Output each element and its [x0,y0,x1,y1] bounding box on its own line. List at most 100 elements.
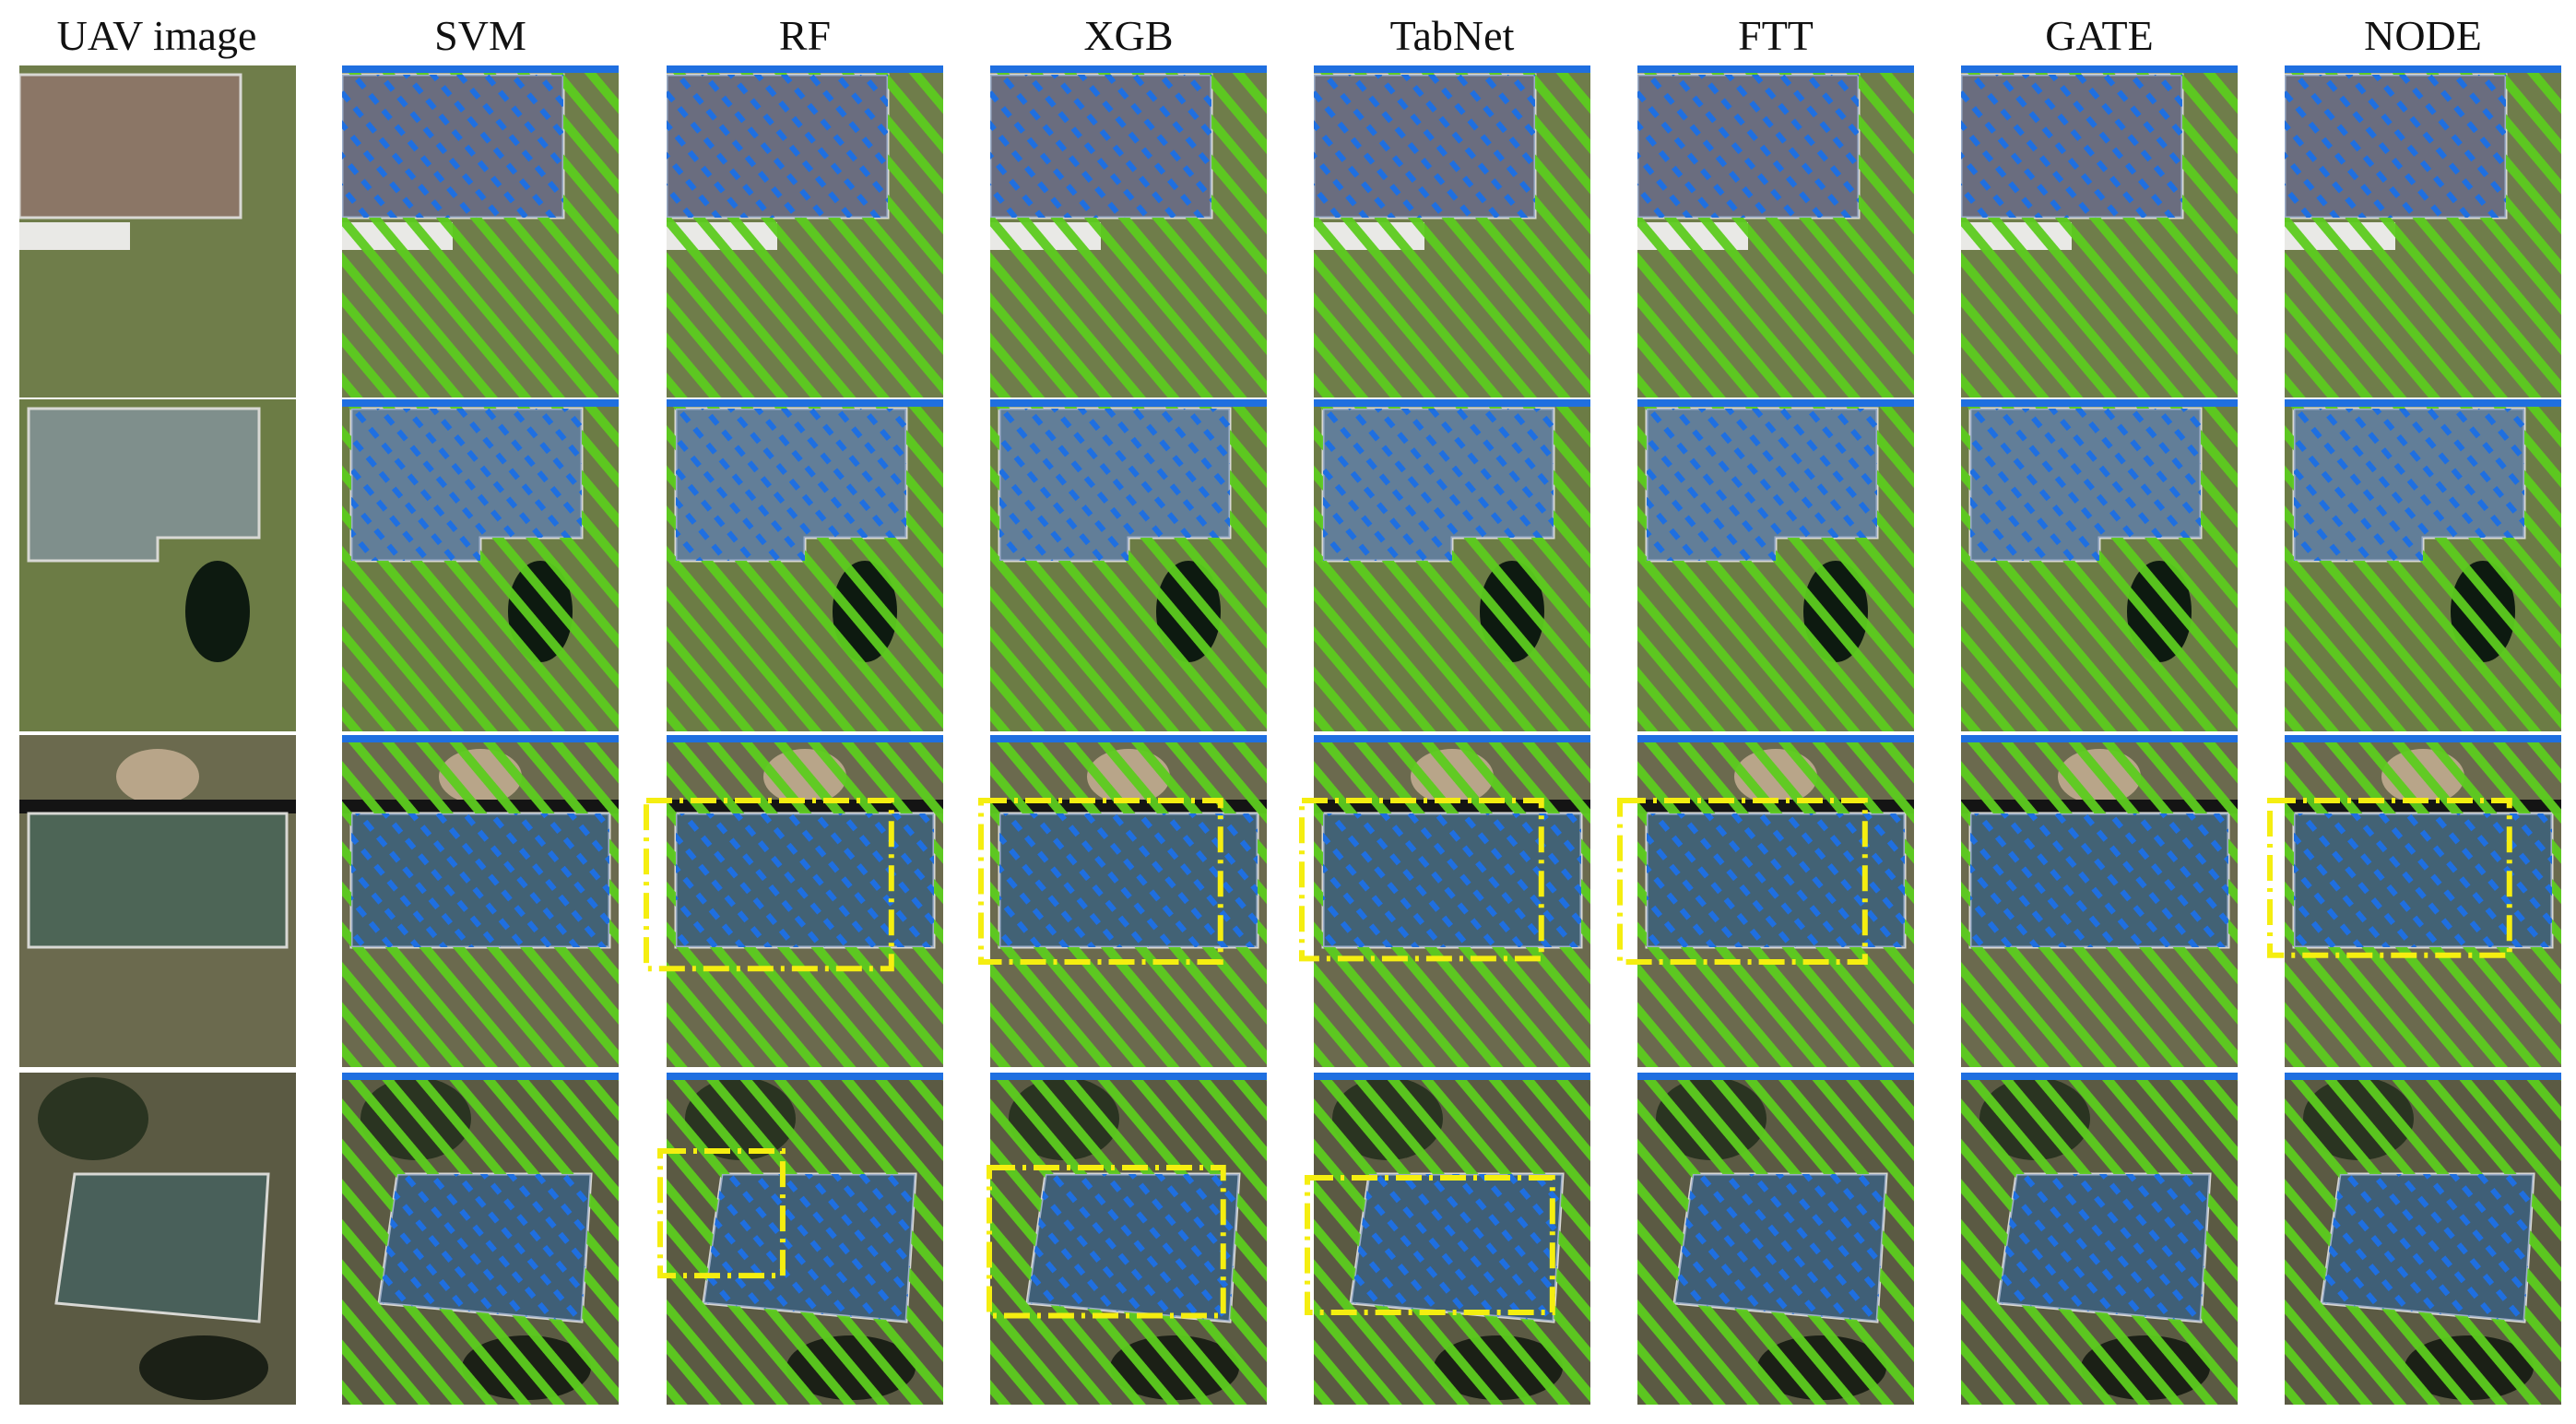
scene-feature [116,749,199,804]
highlight-box [1304,1175,1555,1316]
classification-map [1637,735,1914,1067]
roof-class-strip [667,399,943,407]
scene-feature [19,800,296,813]
cell-svm-row-1 [341,65,620,398]
scene-feature [185,561,250,662]
header-uav-image: UAV image [56,12,257,59]
cell-node-row-4 [2284,1072,2562,1406]
scene-feature [139,1335,268,1400]
cell-tabnet-row-1 [1313,65,1591,398]
roof-class-strip [990,399,1267,407]
cell-ftt-row-2 [1637,398,1915,732]
roof-class-strip [2285,735,2561,742]
uav-photo [19,1073,296,1405]
cell-svm-row-4 [341,1072,620,1406]
roof-class-strip [342,65,619,73]
roof-class-hatch [1970,409,2201,561]
classification-map [342,1073,619,1405]
roof-class-strip [2285,65,2561,73]
roof-class-hatch [1314,75,1535,218]
roof-class-hatch [1351,1174,1563,1322]
cell-node-row-1 [2284,65,2562,398]
roof-class-strip [1637,65,1914,73]
cell-xgb-row-1 [989,65,1268,398]
roof-class-hatch [2285,75,2506,218]
highlight-box [977,797,1223,965]
cell-node-row-3 [2284,734,2562,1068]
roof-class-strip [667,1073,943,1080]
classification-map [990,399,1267,731]
header-ftt: FTT [1738,12,1814,59]
roof-class-strip [667,735,943,742]
cell-xgb-row-3 [989,734,1268,1068]
cell-xgb-row-4 [989,1072,1268,1406]
roof [19,73,242,220]
cell-gate-row-2 [1960,398,2239,732]
roof-class-hatch [1647,813,1905,947]
highlight-box [1298,797,1544,962]
uav-photo [19,735,296,1067]
cell-node-row-2 [2284,398,2562,732]
cell-ftt-row-3 [1637,734,1915,1068]
roof [54,1172,270,1323]
roof-class-hatch [342,75,563,218]
roof [27,407,261,563]
roof-class-strip [1314,399,1590,407]
header-xgb: XGB [1083,12,1174,59]
roof-class-hatch [676,409,906,561]
classification-map [2285,65,2561,398]
scene-feature [38,1077,148,1160]
roof-class-hatch [999,813,1258,947]
classification-map [667,399,943,731]
roof-class-strip [667,65,943,73]
roof-class-strip [1961,735,2238,742]
classification-map [990,1073,1267,1405]
header-node: NODE [2364,12,2482,59]
classification-map [1961,735,2238,1067]
roof-class-strip [1314,735,1590,742]
cell-tabnet-row-3 [1313,734,1591,1068]
cell-gate-row-4 [1960,1072,2239,1406]
roof-class-hatch [1998,1174,2210,1322]
cell-ftt-row-4 [1637,1072,1915,1406]
cell-rf-row-1 [666,65,944,398]
classification-map [1637,399,1914,731]
highlight-box [656,1148,786,1279]
cell-gate-row-3 [1960,734,2239,1068]
roof-class-hatch [1970,813,2228,947]
classification-map [990,735,1267,1067]
cell-uav-row-1 [18,65,297,398]
classification-map [1961,65,2238,398]
cell-rf-row-4 [666,1072,944,1406]
roof [27,812,289,949]
roof-class-hatch [1674,1174,1886,1322]
uav-photo [19,65,296,398]
roof-class-hatch [379,1174,591,1322]
roof-class-strip [2285,399,2561,407]
classification-map [1637,1073,1914,1405]
cell-rf-row-2 [666,398,944,732]
roof-class-strip [1314,65,1590,73]
roof-class-strip [1961,65,2238,73]
roof-class-hatch [999,409,1230,561]
header-svm: SVM [434,12,526,59]
classification-map [1314,65,1590,398]
roof-class-hatch [2322,1174,2534,1322]
scene-feature [19,222,130,250]
classification-map [2285,1073,2561,1405]
roof-class-hatch [667,75,888,218]
classification-map [342,65,619,398]
classification-map [1314,735,1590,1067]
classification-map [990,65,1267,398]
roof-class-hatch [2294,409,2524,561]
classification-map [2285,735,2561,1067]
cell-tabnet-row-4 [1313,1072,1591,1406]
cell-uav-row-3 [18,734,297,1068]
cell-gate-row-1 [1960,65,2239,398]
roof-class-strip [990,1073,1267,1080]
roof-class-hatch [990,75,1211,218]
roof-class-strip [2285,1073,2561,1080]
roof-class-strip [1961,1073,2238,1080]
cell-uav-row-2 [18,398,297,732]
